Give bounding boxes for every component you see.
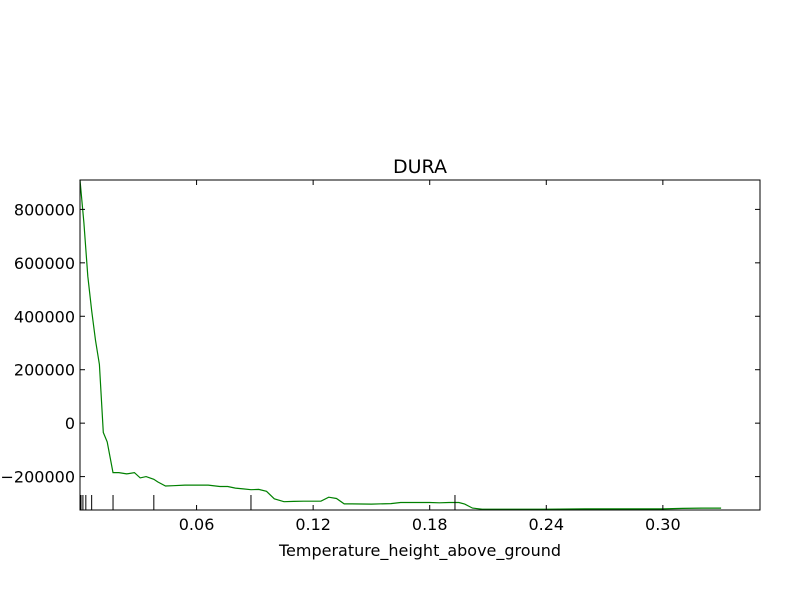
y-tick-label: 200000 bbox=[14, 361, 75, 380]
chart-title: DURA bbox=[393, 156, 447, 178]
plot-frame bbox=[79, 179, 761, 511]
x-axis: 0.06 0.12 0.18 0.24 0.30 bbox=[179, 180, 681, 534]
x-tick-label: 0.18 bbox=[412, 515, 448, 534]
series-line-0 bbox=[79, 179, 722, 510]
plot-area bbox=[79, 179, 722, 510]
x-axis-label: Temperature_height_above_ground bbox=[278, 541, 561, 561]
y-tick-label: −200000 bbox=[1, 468, 75, 487]
x-tick-label: 0.06 bbox=[179, 515, 215, 534]
y-tick-label: 400000 bbox=[14, 307, 75, 326]
x-tick-label: 0.30 bbox=[645, 515, 681, 534]
x-tick-label: 0.24 bbox=[528, 515, 564, 534]
y-tick-label: 800000 bbox=[14, 200, 75, 219]
y-tick-label: 0 bbox=[65, 414, 75, 433]
x-tick-label: 0.12 bbox=[295, 515, 331, 534]
y-axis: 800000 600000 400000 200000 0 −200000 bbox=[1, 200, 760, 487]
y-tick-label: 600000 bbox=[14, 254, 75, 273]
